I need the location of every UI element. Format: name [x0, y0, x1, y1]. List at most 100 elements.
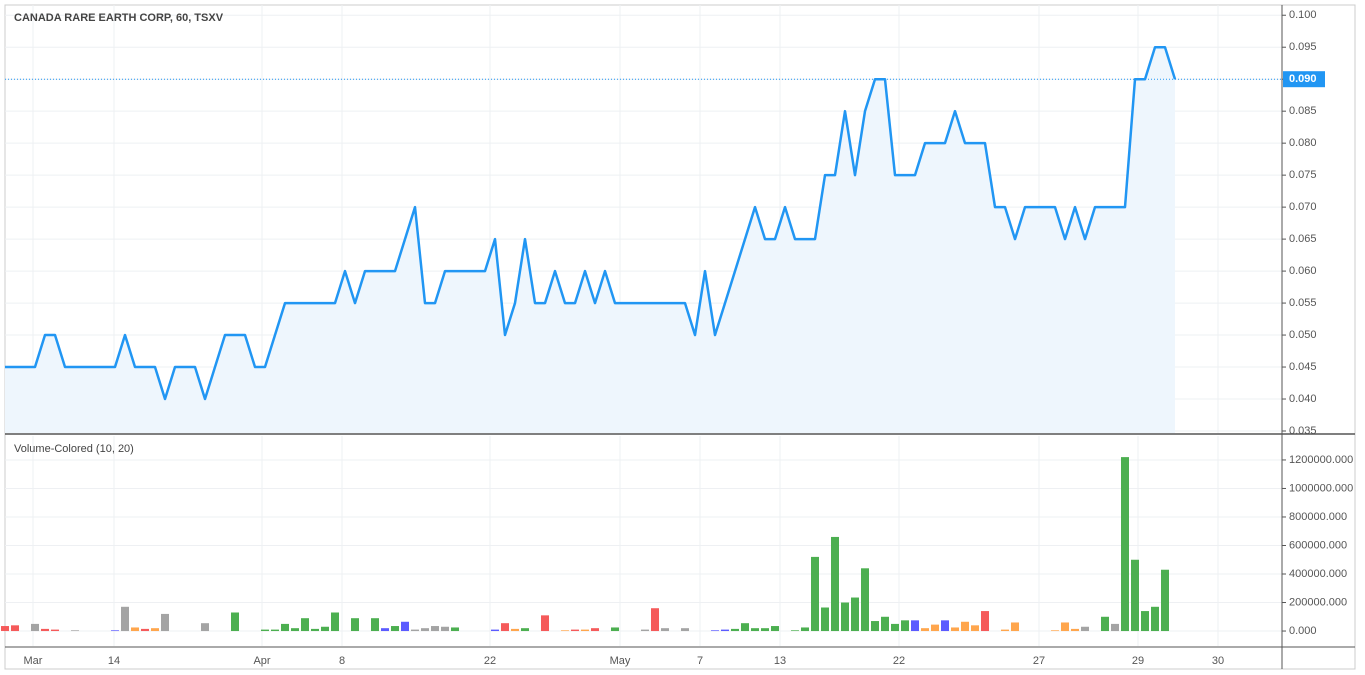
volume-bar	[791, 630, 799, 632]
volume-bar	[761, 628, 769, 632]
volume-bar	[161, 613, 169, 632]
volume-bar	[1151, 606, 1159, 632]
volume-bar	[491, 629, 499, 632]
volume-bar	[431, 626, 439, 632]
volume-bar	[411, 629, 419, 632]
volume-bar	[51, 629, 59, 632]
last-price-badge	[1283, 71, 1325, 88]
volume-bar	[1131, 559, 1139, 632]
volume-bar	[311, 628, 319, 632]
volume-bar	[951, 627, 959, 632]
volume-bar	[981, 611, 989, 632]
x-tick-label: 29	[1132, 655, 1144, 667]
volume-bar	[1071, 628, 1079, 632]
price-line	[5, 45, 1177, 401]
y-tick-label: 800000.000	[1289, 511, 1347, 523]
volume-bar	[371, 618, 379, 632]
volume-bar	[131, 627, 139, 632]
volume-bar	[1141, 611, 1149, 632]
volume-bar	[561, 630, 569, 632]
volume-bar	[281, 623, 289, 632]
volume-bar	[721, 629, 729, 632]
chart-title: CANADA RARE EARTH CORP, 60, TSXV	[14, 12, 224, 24]
volume-bar	[261, 629, 269, 632]
volume-bar	[1061, 622, 1069, 632]
volume-bar	[661, 628, 669, 632]
volume-bar	[401, 621, 409, 632]
x-tick-label: 22	[484, 655, 496, 667]
volume-bar	[441, 626, 449, 632]
volume-bar	[121, 606, 129, 632]
volume-bar	[71, 630, 79, 632]
volume-bar	[41, 628, 49, 632]
x-tick-label: 30	[1212, 655, 1224, 667]
volume-bar	[451, 627, 459, 632]
volume-bar	[201, 623, 209, 632]
volume-bar	[751, 628, 759, 632]
volume-bar	[591, 628, 599, 632]
volume-bar	[331, 612, 339, 632]
volume-bar	[1001, 629, 1009, 632]
volume-bar	[871, 621, 879, 632]
volume-bar	[681, 628, 689, 632]
volume-bar	[141, 628, 149, 632]
y-tick-label: 0.055	[1289, 297, 1317, 309]
volume-bar	[831, 536, 839, 632]
volume-bar	[381, 628, 389, 632]
volume-bar	[11, 625, 19, 632]
volume-bar	[1011, 622, 1019, 632]
volume-bar	[1111, 623, 1119, 632]
volume-bar	[891, 623, 899, 632]
volume-bar	[841, 602, 849, 632]
volume-bar	[971, 625, 979, 632]
y-tick-label: 0.100	[1289, 9, 1317, 21]
y-tick-label: 0.065	[1289, 233, 1317, 245]
volume-bar	[651, 608, 659, 632]
y-tick-label: 0.000	[1289, 625, 1317, 637]
volume-bar	[511, 628, 519, 632]
x-tick-label: Apr	[253, 655, 270, 667]
volume-bar	[571, 629, 579, 632]
y-tick-label: 0.035	[1289, 425, 1317, 437]
volume-bar	[861, 568, 869, 632]
area-fill	[5, 47, 1175, 433]
volume-bar	[1051, 630, 1059, 632]
volume-bar	[321, 626, 329, 632]
volume-bar	[291, 628, 299, 632]
x-tick-label: 7	[697, 655, 703, 667]
volume-bar	[921, 628, 929, 632]
volume-bar	[421, 628, 429, 632]
volume-bar	[771, 626, 779, 632]
volume-bar	[301, 618, 309, 632]
volume-bar	[1101, 616, 1109, 632]
volume-bar	[111, 630, 119, 632]
volume-bar	[1121, 457, 1129, 632]
volume-bar	[851, 597, 859, 632]
volume-bar	[541, 615, 549, 632]
volume-bar	[801, 627, 809, 632]
x-tick-label: May	[610, 655, 631, 667]
volume-bar	[941, 620, 949, 632]
volume-bar	[711, 630, 719, 632]
volume-bar	[821, 607, 829, 632]
y-tick-label: 0.040	[1289, 393, 1317, 405]
volume-bar	[351, 618, 359, 632]
x-tick-label: 8	[339, 655, 345, 667]
volume-bar	[611, 627, 619, 632]
volume-bar	[501, 623, 509, 632]
y-tick-label: 1200000.000	[1289, 454, 1353, 466]
volume-bar	[1, 626, 9, 632]
y-tick-label: 1000000.000	[1289, 482, 1353, 494]
volume-bar	[391, 626, 399, 632]
y-tick-label: 0.045	[1289, 361, 1317, 373]
volume-bar	[931, 624, 939, 632]
y-tick-label: 0.095	[1289, 41, 1317, 53]
y-tick-label: 0.075	[1289, 169, 1317, 181]
y-tick-label: 400000.000	[1289, 568, 1347, 580]
y-tick-label: 0.085	[1289, 105, 1317, 117]
volume-bar	[271, 629, 279, 632]
volume-bar	[1161, 569, 1169, 632]
volume-bar	[811, 556, 819, 632]
volume-bar	[901, 620, 909, 632]
